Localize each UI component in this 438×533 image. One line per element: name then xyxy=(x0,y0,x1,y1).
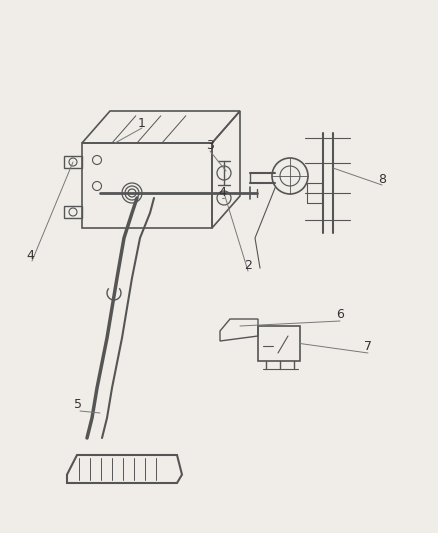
Text: 6: 6 xyxy=(336,309,343,321)
Text: 8: 8 xyxy=(377,173,385,185)
Text: 4: 4 xyxy=(26,248,34,262)
Text: 7: 7 xyxy=(363,341,371,353)
Text: 3: 3 xyxy=(205,139,213,151)
Text: 1: 1 xyxy=(138,117,145,130)
Text: 4: 4 xyxy=(218,185,226,198)
Text: 5: 5 xyxy=(74,399,82,411)
Text: 2: 2 xyxy=(244,259,251,271)
